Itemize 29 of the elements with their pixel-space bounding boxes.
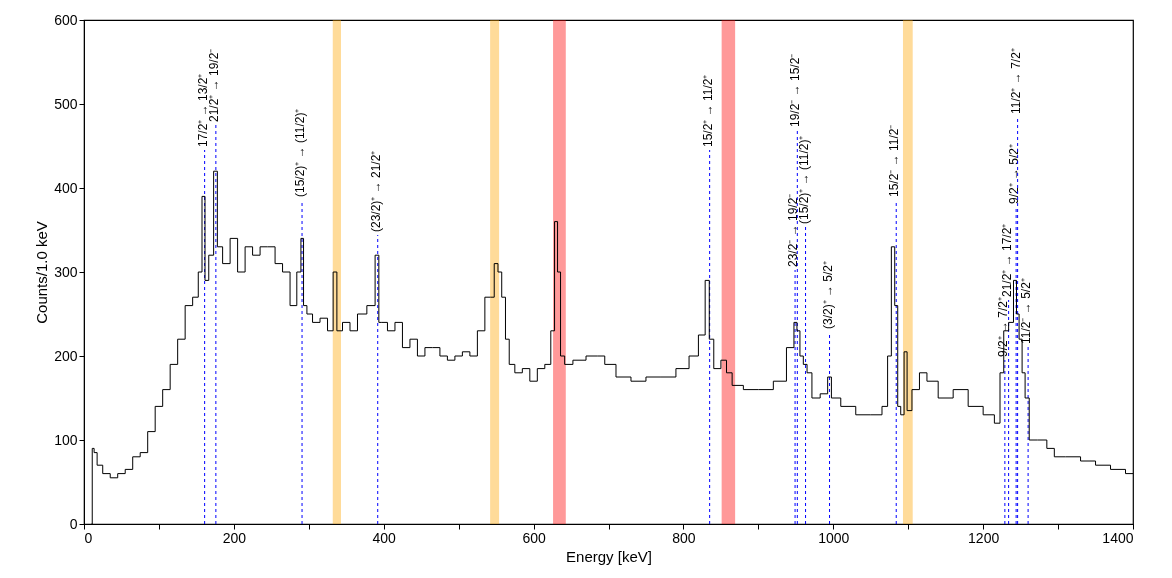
- y-tick-label: 100: [54, 431, 78, 448]
- ref-line-label: 9/2⁺ → 5/2⁺: [1007, 143, 1022, 204]
- x-tick-label: 0: [84, 529, 93, 546]
- ref-line-label: (15/2)⁺ → (11/2)⁺: [796, 135, 811, 224]
- ref-line-label: 9/2⁺ → 7/2⁺: [995, 296, 1010, 357]
- x-tick-label: 1000: [818, 529, 850, 546]
- y-tick-label: 600: [54, 11, 78, 28]
- ref-line-label: (23/2)⁺ → 21/2⁺: [368, 150, 383, 232]
- x-tick-label: 800: [672, 529, 696, 546]
- ref-line-label: (15/2)⁺ → (11/2)⁺: [293, 108, 308, 197]
- x-axis-title: Energy [keV]: [566, 547, 652, 565]
- x-tick-label: 400: [372, 529, 397, 546]
- y-axis-title: Counts/1.0 keV: [33, 221, 51, 324]
- x-tick-label: 1400: [1102, 529, 1134, 546]
- x-tick-label: 600: [522, 529, 546, 546]
- ref-line-label: 19/2⁻ → 15/2⁻: [788, 53, 803, 127]
- x-tick-label: 200: [222, 529, 247, 546]
- ref-line-label: 15/2⁻ → 11/2⁻: [887, 124, 902, 197]
- y-tick-label: 500: [54, 95, 78, 112]
- ref-line-label: 15/2⁺ → 11/2⁺: [700, 74, 715, 147]
- ref-line-label: 21/2⁺ → 17/2⁺: [999, 223, 1014, 297]
- y-tick-label: 0: [69, 515, 78, 532]
- y-tick-label: 200: [54, 347, 78, 364]
- ref-line-label: 11/2⁺ → 7/2⁺: [1008, 48, 1023, 114]
- y-tick-label: 400: [54, 179, 78, 196]
- ref-line-label: 11/2⁻ → 5/2⁺: [1019, 278, 1034, 344]
- x-tick-label: 1200: [968, 529, 1000, 546]
- ref-line-label: (3/2)⁺ → 5/2⁺: [820, 260, 835, 329]
- y-tick-label: 300: [54, 263, 78, 280]
